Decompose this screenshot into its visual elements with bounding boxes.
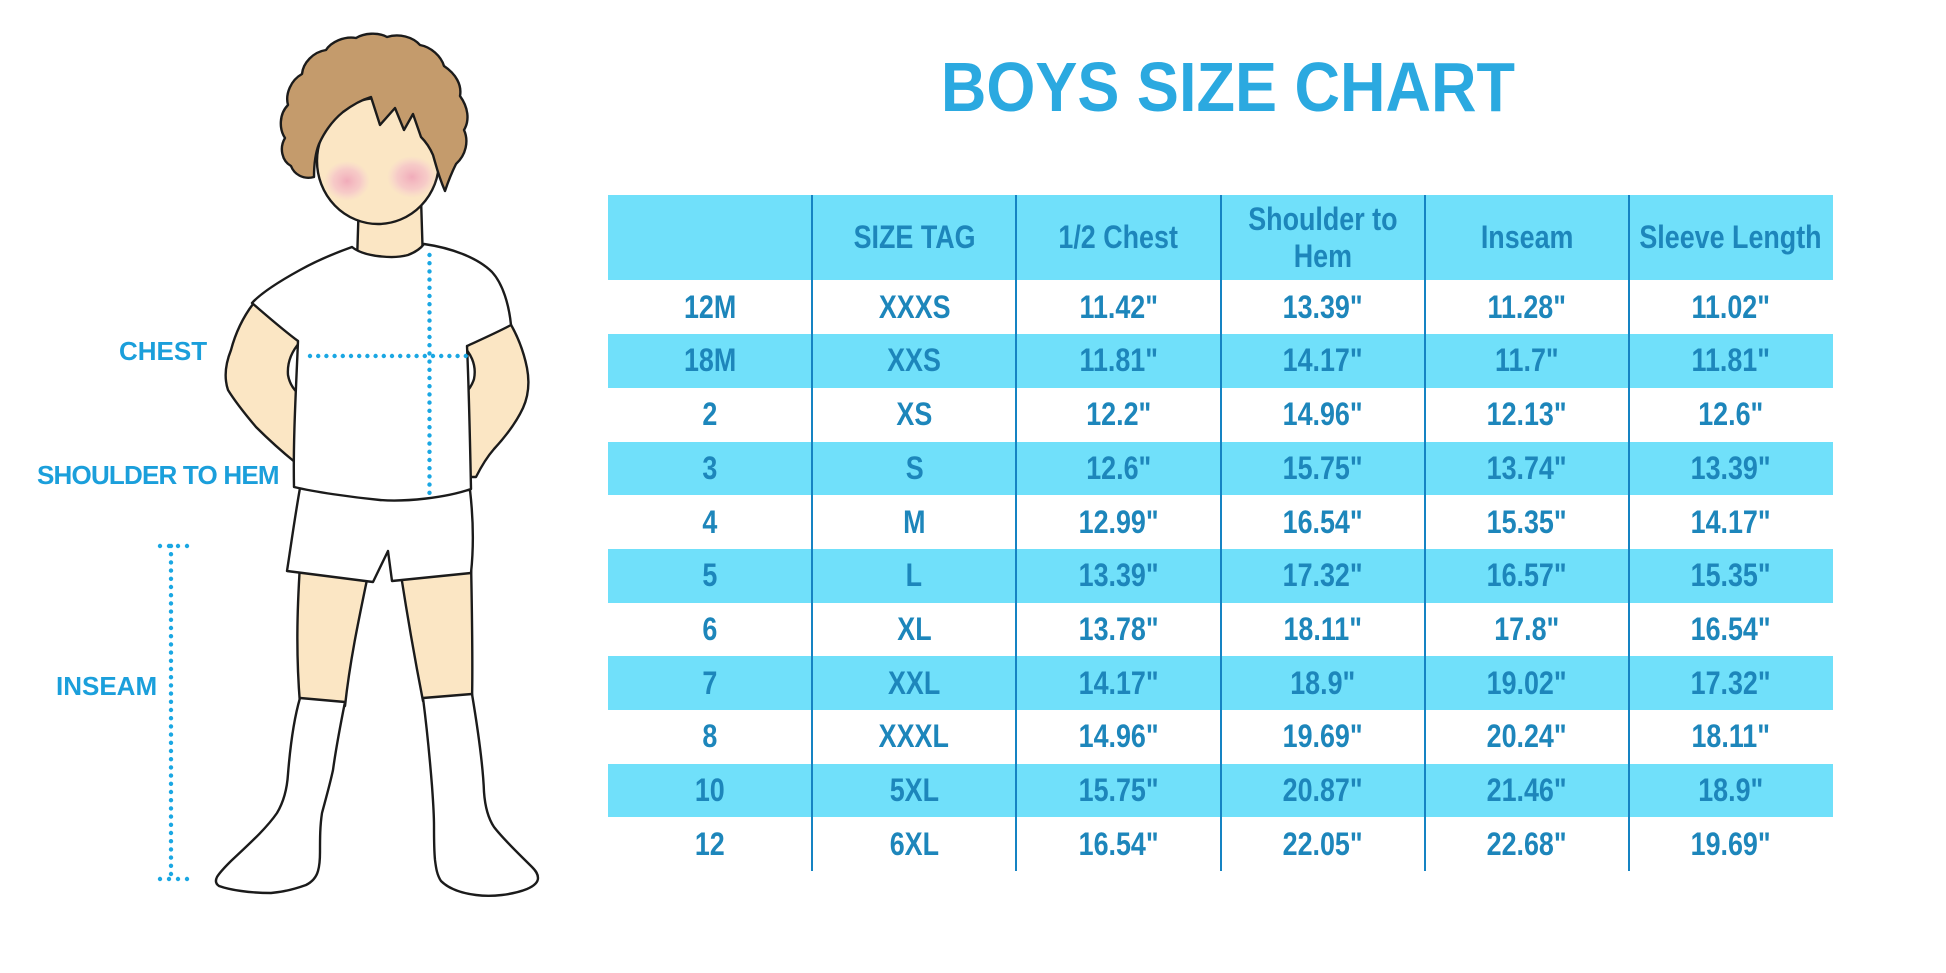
svg-text:INSEAM: INSEAM <box>56 671 157 701</box>
svg-text:SHOULDER TO HEM: SHOULDER TO HEM <box>37 460 279 490</box>
svg-text:CHEST: CHEST <box>119 336 207 366</box>
